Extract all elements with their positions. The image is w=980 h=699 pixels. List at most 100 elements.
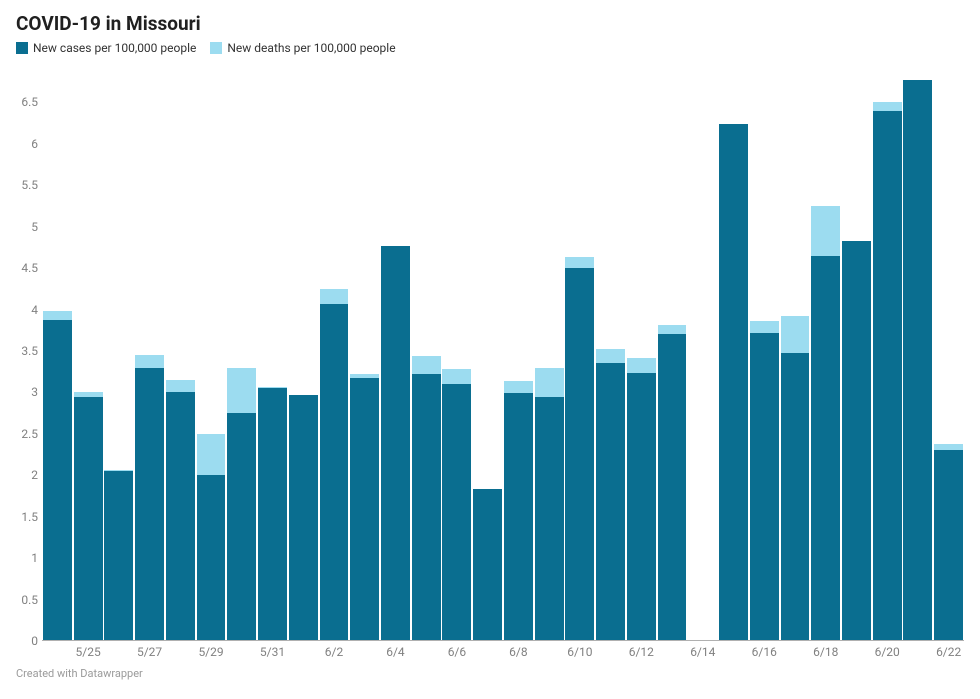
plot-area: 5/255/275/295/316/26/46/66/86/106/126/14… xyxy=(42,61,964,641)
x-tick xyxy=(534,641,565,659)
x-tick: 6/14 xyxy=(687,641,718,659)
bar-segment-deaths xyxy=(781,316,810,352)
x-tick xyxy=(780,641,811,659)
bar-slot xyxy=(903,61,934,641)
x-tick: 6/12 xyxy=(626,641,657,659)
bar-slot xyxy=(841,61,872,641)
legend-swatch xyxy=(210,42,222,54)
bar-segment-cases xyxy=(658,334,687,641)
bar-slot xyxy=(657,61,688,641)
y-tick-label: 0.5 xyxy=(21,593,38,607)
bar-segment-cases xyxy=(320,304,349,641)
bar-stack xyxy=(504,381,533,641)
x-tick xyxy=(841,641,872,659)
bar-segment-deaths xyxy=(227,368,256,414)
bar-segment-cases xyxy=(627,373,656,641)
bar-segment-cases xyxy=(842,241,871,641)
x-tick xyxy=(288,641,319,659)
x-tick-label: 5/31 xyxy=(260,645,285,659)
y-tick-label: 4 xyxy=(31,303,38,317)
bar-segment-cases xyxy=(43,320,72,641)
bar-segment-cases xyxy=(135,368,164,641)
bar-segment-cases xyxy=(934,450,963,641)
bar-stack xyxy=(43,311,72,641)
bar-segment-cases xyxy=(750,333,779,641)
bar-slot xyxy=(42,61,73,641)
x-tick: 6/2 xyxy=(319,641,350,659)
bar-segment-cases xyxy=(289,395,318,641)
bar-stack xyxy=(412,356,441,641)
bar-segment-cases xyxy=(442,384,471,641)
x-tick xyxy=(472,641,503,659)
bar-segment-deaths xyxy=(811,206,840,256)
bar-slot xyxy=(564,61,595,641)
bar-segment-deaths xyxy=(873,102,902,110)
x-tick-label: 5/27 xyxy=(137,645,162,659)
bar-segment-cases xyxy=(74,397,103,641)
x-tick-label: 5/25 xyxy=(76,645,101,659)
bar-slot xyxy=(503,61,534,641)
bar-stack xyxy=(873,102,902,641)
y-tick-label: 2.5 xyxy=(21,427,38,441)
y-tick-label: 3.5 xyxy=(21,344,38,358)
x-tick-label: 6/12 xyxy=(629,645,654,659)
y-tick-label: 2 xyxy=(31,468,38,482)
bar-stack xyxy=(227,368,256,641)
bar-segment-cases xyxy=(412,374,441,641)
x-tick: 6/16 xyxy=(749,641,780,659)
bars-layer: 5/255/275/295/316/26/46/66/86/106/126/14… xyxy=(42,61,964,641)
bar-segment-cases xyxy=(504,393,533,641)
y-tick: 0 xyxy=(42,640,964,641)
y-tick-label: 3 xyxy=(31,385,38,399)
x-tick: 5/29 xyxy=(196,641,227,659)
bar-slot xyxy=(380,61,411,641)
bar-slot xyxy=(73,61,104,641)
bar-stack xyxy=(320,289,349,641)
bar-segment-deaths xyxy=(442,369,471,384)
bar-segment-deaths xyxy=(565,257,594,269)
x-tick xyxy=(595,641,626,659)
bar-segment-cases xyxy=(381,246,410,641)
x-tick xyxy=(657,641,688,659)
bar-segment-cases xyxy=(596,363,625,641)
bar-stack xyxy=(750,321,779,641)
bar-stack xyxy=(565,257,594,641)
bar-segment-deaths xyxy=(412,356,441,374)
bar-slot xyxy=(103,61,134,641)
x-tick-label: 5/29 xyxy=(198,645,223,659)
bar-stack xyxy=(74,392,103,641)
bar-slot xyxy=(134,61,165,641)
bar-stack xyxy=(104,470,133,642)
bar-segment-cases xyxy=(565,268,594,641)
bar-segment-deaths xyxy=(320,289,349,304)
x-tick-label: 6/22 xyxy=(936,645,961,659)
bar-segment-cases xyxy=(781,353,810,641)
y-tick-label: 1.5 xyxy=(21,510,38,524)
bar-stack xyxy=(627,358,656,641)
x-tick xyxy=(42,641,73,659)
y-tick-label: 0 xyxy=(31,634,38,648)
x-axis: 5/255/275/295/316/26/46/66/86/106/126/14… xyxy=(42,641,964,659)
bar-stack xyxy=(258,387,287,641)
bar-stack xyxy=(842,241,871,641)
bar-stack xyxy=(781,316,810,641)
bar-slot xyxy=(288,61,319,641)
x-tick xyxy=(903,641,934,659)
bar-slot xyxy=(165,61,196,641)
bar-segment-deaths xyxy=(197,434,226,475)
bar-stack xyxy=(135,355,164,641)
bar-stack xyxy=(596,349,625,641)
bar-segment-deaths xyxy=(43,311,72,319)
y-tick-label: 5 xyxy=(31,220,38,234)
bar-segment-deaths xyxy=(627,358,656,373)
x-tick xyxy=(349,641,380,659)
bar-segment-deaths xyxy=(750,321,779,333)
x-tick-label: 6/6 xyxy=(448,645,466,659)
y-tick-label: 6.5 xyxy=(21,95,38,109)
x-tick: 6/20 xyxy=(872,641,903,659)
x-tick xyxy=(718,641,749,659)
bar-slot xyxy=(257,61,288,641)
x-tick: 6/22 xyxy=(933,641,964,659)
chart-container: COVID-19 in Missouri New cases per 100,0… xyxy=(0,0,980,699)
bar-segment-deaths xyxy=(934,444,963,451)
